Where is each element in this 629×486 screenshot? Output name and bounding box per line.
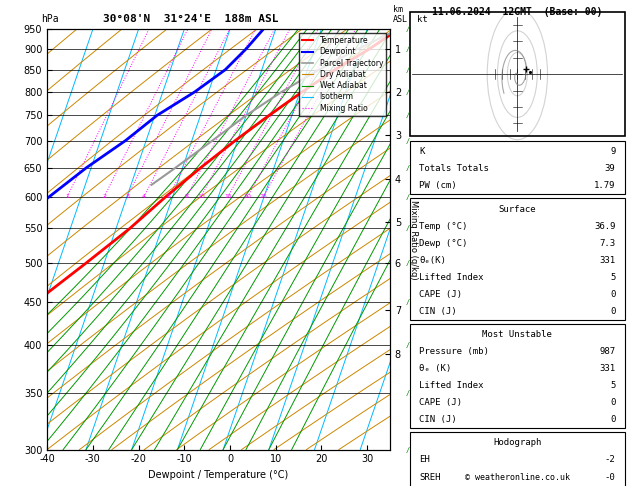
Text: 331: 331 (599, 256, 616, 265)
Text: 3: 3 (125, 194, 129, 199)
Text: SREH: SREH (419, 472, 440, 482)
Text: 25: 25 (260, 194, 267, 199)
Text: CIN (J): CIN (J) (419, 415, 457, 424)
Text: 0: 0 (610, 290, 616, 299)
Bar (410, 141, 625, 194)
Bar (410, 198, 625, 320)
Text: 11.06.2024  12GMT  (Base: 00): 11.06.2024 12GMT (Base: 00) (432, 7, 603, 17)
Y-axis label: Mixing Ratio (g/kg): Mixing Ratio (g/kg) (409, 200, 418, 279)
Text: 8: 8 (185, 194, 189, 199)
Text: 5: 5 (610, 381, 616, 390)
Text: © weatheronline.co.uk: © weatheronline.co.uk (465, 473, 570, 482)
Text: Most Unstable: Most Unstable (482, 330, 552, 339)
Text: Surface: Surface (499, 205, 536, 214)
Text: Lifted Index: Lifted Index (419, 273, 484, 282)
Text: /: / (406, 390, 409, 396)
Text: 10: 10 (197, 194, 205, 199)
Text: /: / (406, 342, 409, 347)
Text: /: / (406, 89, 409, 95)
Text: /: / (406, 260, 409, 266)
Text: -2: -2 (605, 455, 616, 465)
Text: θₑ(K): θₑ(K) (419, 256, 446, 265)
Text: /: / (406, 194, 409, 200)
Text: CIN (J): CIN (J) (419, 307, 457, 316)
Legend: Temperature, Dewpoint, Parcel Trajectory, Dry Adiabat, Wet Adiabat, Isotherm, Mi: Temperature, Dewpoint, Parcel Trajectory… (299, 33, 386, 116)
Text: /: / (406, 112, 409, 119)
Text: 0: 0 (610, 398, 616, 407)
Text: 30°08'N  31°24'E  188m ASL: 30°08'N 31°24'E 188m ASL (103, 14, 279, 24)
Text: Dewp (°C): Dewp (°C) (419, 239, 467, 248)
Text: /: / (406, 26, 409, 32)
Text: hPa: hPa (41, 14, 58, 24)
Text: Lifted Index: Lifted Index (419, 381, 484, 390)
Text: CAPE (J): CAPE (J) (419, 290, 462, 299)
Text: 20: 20 (244, 194, 252, 199)
Text: 331: 331 (599, 364, 616, 373)
Text: km
ASL: km ASL (393, 5, 408, 24)
Bar (410, 324, 625, 428)
Text: /: / (406, 46, 409, 52)
Text: Temp (°C): Temp (°C) (419, 222, 467, 231)
Text: kt: kt (417, 15, 428, 24)
Text: PW (cm): PW (cm) (419, 181, 457, 191)
Text: 6: 6 (167, 194, 170, 199)
Text: K: K (419, 147, 425, 156)
Text: 7.3: 7.3 (599, 239, 616, 248)
X-axis label: Dewpoint / Temperature (°C): Dewpoint / Temperature (°C) (148, 470, 289, 480)
Text: 987: 987 (599, 347, 616, 356)
Text: /: / (406, 226, 409, 231)
Bar (410, 432, 625, 486)
Text: 4: 4 (142, 194, 146, 199)
Text: 1: 1 (65, 194, 69, 199)
Text: /: / (406, 447, 409, 452)
Text: 15: 15 (224, 194, 232, 199)
Text: Totals Totals: Totals Totals (419, 164, 489, 174)
Text: /: / (406, 165, 409, 171)
Text: /: / (406, 299, 409, 305)
Text: 1.79: 1.79 (594, 181, 616, 191)
Text: 39: 39 (605, 164, 616, 174)
Text: 5: 5 (610, 273, 616, 282)
Text: Hodograph: Hodograph (493, 438, 542, 448)
Text: 9: 9 (610, 147, 616, 156)
Text: -0: -0 (605, 472, 616, 482)
Text: /: / (406, 138, 409, 143)
Text: 0: 0 (610, 307, 616, 316)
Text: CAPE (J): CAPE (J) (419, 398, 462, 407)
Text: 0: 0 (610, 415, 616, 424)
Text: Pressure (mb): Pressure (mb) (419, 347, 489, 356)
Text: EH: EH (419, 455, 430, 465)
Text: θₑ (K): θₑ (K) (419, 364, 452, 373)
Text: 36.9: 36.9 (594, 222, 616, 231)
Text: 2: 2 (103, 194, 106, 199)
Bar (410, 12, 625, 136)
Text: /: / (406, 67, 409, 73)
